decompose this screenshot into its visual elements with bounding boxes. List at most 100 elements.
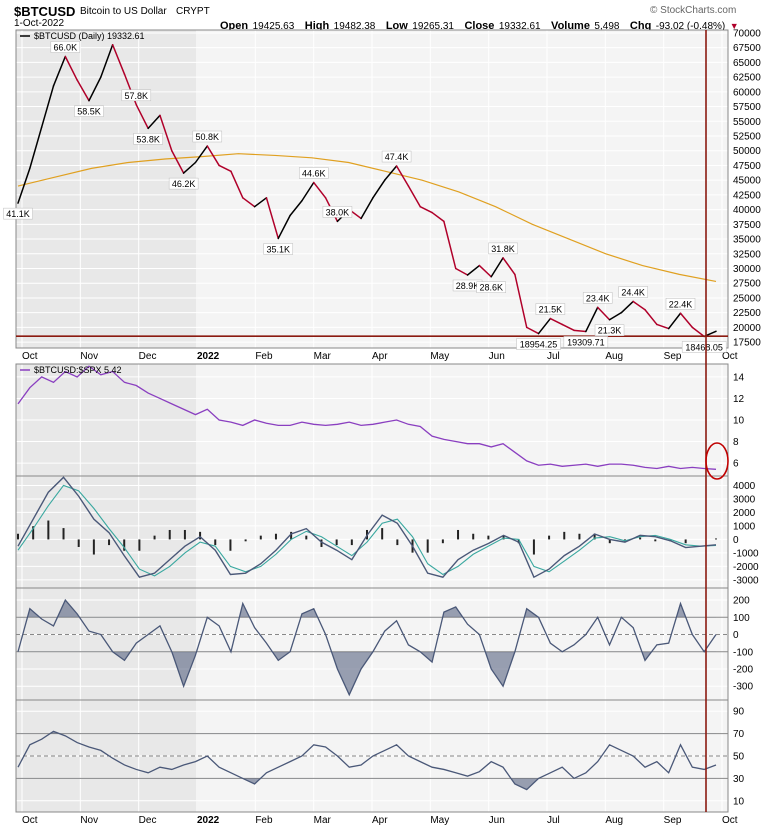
- y-tick-label: 0: [733, 630, 739, 641]
- price-label: 18468.05: [685, 342, 723, 352]
- price-segment: [549, 317, 563, 326]
- y-tick-label: 30000: [733, 264, 761, 275]
- price-segment: [194, 145, 209, 164]
- x-tick-label: Jul: [547, 815, 560, 826]
- x-tick-label: Oct: [22, 351, 38, 362]
- x-tick-label: Aug: [605, 351, 623, 362]
- x-tick-label: Jun: [489, 815, 505, 826]
- y-tick-label: 2000: [733, 508, 756, 519]
- y-tick-label: 0: [733, 535, 739, 546]
- price-label-box: [681, 341, 727, 353]
- price-label-box: [50, 41, 81, 53]
- low-label: Low: [385, 20, 408, 32]
- y-tick-label: 8: [733, 437, 739, 448]
- y-tick-label: 70000: [733, 28, 761, 39]
- x-tick-label: 2022: [197, 815, 220, 826]
- y-tick-label: 10: [733, 796, 745, 807]
- y-tick-label: 27500: [733, 279, 761, 290]
- y-tick-label: 25000: [733, 293, 761, 304]
- y-tick-label: -3000: [733, 575, 759, 586]
- price-segment: [395, 165, 410, 187]
- y-tick-label: 22500: [733, 308, 761, 319]
- y-tick-label: -1000: [733, 548, 759, 559]
- price-label: 28.6K: [479, 283, 503, 293]
- price-label-box: [665, 298, 696, 310]
- price-label-box: [488, 242, 518, 255]
- y-tick-label: 60000: [733, 87, 761, 98]
- price-label-box: [535, 303, 566, 315]
- price-segment: [478, 264, 492, 278]
- price-label-box: [381, 150, 412, 163]
- price-label-box: [192, 130, 223, 143]
- close-value: 19332.61: [498, 21, 541, 32]
- low-value: 19265.31: [412, 21, 454, 32]
- price-segment: [253, 197, 268, 208]
- price-segment: [608, 311, 623, 321]
- x-tick-label: Dec: [139, 351, 157, 362]
- y-tick-label: 90: [733, 707, 745, 718]
- price-segment: [301, 181, 315, 202]
- price-segment: [502, 257, 516, 276]
- y-tick-label: 52500: [733, 132, 761, 143]
- price-label: 38.0K: [326, 207, 350, 217]
- y-tick-label: 65000: [733, 58, 761, 69]
- x-tick-label: Oct: [722, 351, 738, 362]
- panel-2: -3000 -2000 -1000 0 1000 2000 3000 4000: [15, 475, 759, 589]
- y-tick-label: 42500: [733, 190, 761, 201]
- y-tick-label: 57500: [733, 102, 761, 113]
- chart-header: $BTCUSD Bitcoin to US Dollar CRYPT 1-Oct…: [14, 2, 774, 32]
- price-label: 28.9K: [456, 281, 480, 291]
- x-tick-label: Oct: [722, 815, 738, 826]
- x-tick-label: Aug: [605, 815, 623, 826]
- volume-label: Volume: [551, 20, 590, 32]
- highlight-circle: [705, 442, 729, 480]
- price-segment: [679, 312, 694, 329]
- panel-0: 17500 20000 22500 25000 27500 30000 32500 35000…: [15, 28, 761, 349]
- price-segment: [490, 257, 504, 278]
- price-label: 21.5K: [539, 305, 563, 315]
- price-label-box: [74, 105, 104, 117]
- y-tick-label: 3000: [733, 494, 756, 505]
- price-segment: [443, 220, 457, 270]
- symbol-title: $BTCUSD: [14, 4, 76, 19]
- price-label-box: [594, 324, 625, 336]
- price-label-box: [133, 133, 163, 145]
- price-label: 35.1K: [267, 244, 291, 254]
- chg-value: -93.02 (-0.48%): [655, 21, 726, 32]
- strength-line: [17, 730, 717, 791]
- y-tick-label: -200: [733, 664, 753, 675]
- price-label: 31.8K: [491, 244, 515, 254]
- price-label-box: [563, 336, 609, 348]
- price-segment: [64, 55, 78, 81]
- price-segment: [431, 211, 445, 223]
- panel-frame: [15, 29, 729, 349]
- price-segment: [100, 43, 114, 78]
- y-tick-label: 45000: [733, 176, 761, 187]
- y-tick-label: 70: [733, 729, 745, 740]
- price-label: 57.8K: [125, 91, 149, 101]
- down-arrow-icon: ▼: [729, 21, 739, 31]
- price-label-box: [263, 243, 294, 255]
- price-label-box: [618, 286, 648, 298]
- price-segment: [135, 104, 149, 130]
- y-tick-label: -2000: [733, 562, 759, 573]
- x-tick-label: Nov: [80, 351, 98, 362]
- price-segment: [29, 126, 43, 170]
- x-tick-label: May: [430, 815, 449, 826]
- x-tick-label: Mar: [314, 815, 332, 826]
- y-tick-label: 50: [733, 752, 745, 763]
- ratio-legend: $BTCUSD:$SPX 5.42: [34, 365, 122, 375]
- price-segment: [537, 317, 552, 335]
- price-segment: [372, 179, 386, 199]
- x-tick-label: Oct: [22, 815, 38, 826]
- price-segment: [277, 214, 291, 240]
- y-tick-label: 50000: [733, 146, 761, 157]
- y-tick-label: 4000: [733, 481, 756, 492]
- price-segment: [230, 170, 244, 199]
- price-segment: [691, 326, 705, 338]
- y-tick-label: 200: [733, 596, 750, 607]
- moving-average-line: [17, 153, 717, 283]
- price-label-box: [322, 206, 353, 218]
- price-label: 66.0K: [54, 43, 78, 53]
- price-label-box: [3, 207, 33, 220]
